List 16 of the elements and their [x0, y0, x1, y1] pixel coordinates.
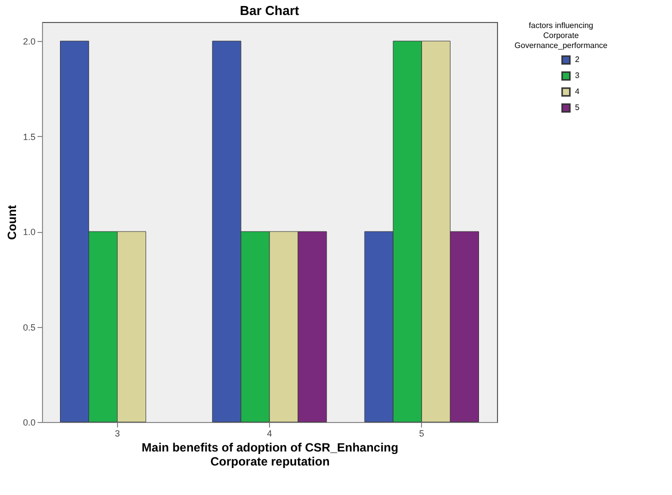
- chart-title: Bar Chart: [240, 3, 300, 18]
- x-tick-label: 4: [266, 428, 272, 438]
- y-tick-label: 0.0: [22, 418, 36, 428]
- legend-label: 4: [575, 87, 580, 96]
- y-tick-label: 0.5: [22, 322, 36, 332]
- legend-label: 2: [575, 55, 580, 64]
- y-tick-label: 2.0: [22, 36, 36, 47]
- y-tick-label: 1.0: [22, 227, 36, 238]
- legend-label: 5: [575, 103, 580, 112]
- x-axis-title: Main benefits of adoption of CSR_Enhancing Corporate reputation: [142, 440, 398, 468]
- y-tick-label: 1.5: [22, 132, 36, 142]
- legend-title: factors influencing Corporate Governance_performance: [514, 21, 608, 50]
- x-tick-label: 5: [419, 428, 424, 438]
- y-axis-title: Count: [4, 205, 19, 240]
- legend-label: 3: [575, 71, 580, 80]
- x-tick-label: 3: [114, 428, 120, 438]
